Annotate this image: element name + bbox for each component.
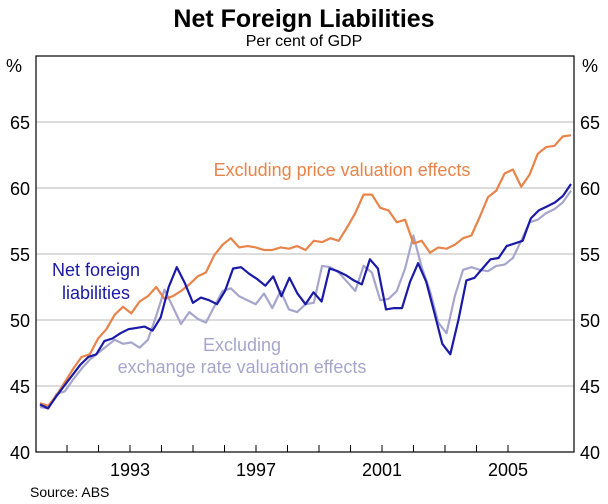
y-tick-right-65: 65 bbox=[580, 113, 600, 133]
y-axis-unit-right: % bbox=[582, 56, 598, 76]
chart-subtitle: Per cent of GDP bbox=[246, 33, 363, 50]
x-tick-label-1997: 1997 bbox=[236, 460, 276, 480]
series-label-excluding-exchange-line2: exchange rate valuation effects bbox=[118, 357, 367, 377]
series-label-net-foreign-liabilities-line2: liabilities bbox=[62, 283, 130, 303]
y-tick-right-45: 45 bbox=[580, 377, 600, 397]
plot-frame bbox=[35, 55, 575, 453]
y-tick-right-50: 50 bbox=[580, 311, 600, 331]
series-label-excluding-exchange-line1: Excluding bbox=[203, 335, 281, 355]
y-tick-left-55: 55 bbox=[10, 245, 30, 265]
series-label-net-foreign-liabilities-line1: Net foreign bbox=[52, 260, 140, 280]
series-line-excluding-price-valuation bbox=[39, 134, 572, 407]
y-axes: 40 40 45 45 50 50 55 55 60 60 65 65 bbox=[10, 113, 600, 463]
x-tick-label-2001: 2001 bbox=[362, 460, 402, 480]
series-line-net-foreign-liabilities bbox=[39, 183, 572, 410]
y-tick-left-60: 60 bbox=[10, 179, 30, 199]
y-axis-unit-left: % bbox=[6, 56, 22, 76]
chart-title: Net Foreign Liabilities bbox=[173, 5, 434, 33]
series-lines bbox=[39, 134, 572, 410]
y-tick-left-40: 40 bbox=[10, 443, 30, 463]
y-tick-left-65: 65 bbox=[10, 113, 30, 133]
series-label-excluding-price: Excluding price valuation effects bbox=[214, 160, 471, 180]
x-axis: 1993 1997 2001 2005 bbox=[66, 445, 528, 480]
y-tick-right-40: 40 bbox=[580, 443, 600, 463]
y-tick-right-55: 55 bbox=[580, 245, 600, 265]
y-tick-left-45: 45 bbox=[10, 377, 30, 397]
x-tick-label-1993: 1993 bbox=[110, 460, 150, 480]
x-tick-label-2005: 2005 bbox=[488, 460, 528, 480]
source-note: Source: ABS bbox=[30, 484, 109, 500]
y-tick-right-60: 60 bbox=[580, 179, 600, 199]
y-tick-left-50: 50 bbox=[10, 311, 30, 331]
gridlines bbox=[36, 121, 574, 387]
